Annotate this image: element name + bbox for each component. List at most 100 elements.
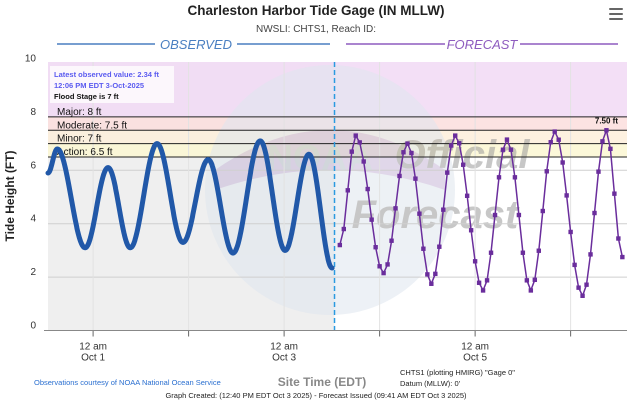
forecast-point: [532, 277, 538, 283]
forecast-point: [616, 236, 621, 241]
forecast-point: [468, 228, 474, 233]
threshold-label: Major: 8 ft: [57, 107, 102, 118]
max-forecast-label: 7.50 ft: [595, 116, 618, 125]
forecast-point: [512, 175, 518, 180]
forecast-point: [620, 254, 625, 260]
forecast-point: [528, 288, 534, 293]
forecast-point: [480, 288, 486, 293]
forecast-point: [508, 147, 514, 152]
forecast-point: [337, 242, 343, 248]
flood-stage-text: Flood Stage is 7 ft: [54, 92, 119, 101]
forecast-point: [429, 281, 434, 286]
y-tick-label: 6: [30, 160, 36, 171]
forecast-point: [445, 170, 450, 175]
x-tick-label: 12 am: [461, 342, 489, 353]
forecast-point: [464, 193, 470, 198]
x-tick-label: Oct 1: [81, 353, 105, 364]
hamburger-menu-icon[interactable]: [609, 8, 623, 20]
latest-observed-time: 12:06 PM EDT 3-Oct-2025: [54, 81, 144, 90]
observed-label: OBSERVED: [160, 37, 232, 52]
forecast-point: [353, 133, 358, 138]
forecast-point: [361, 159, 366, 164]
site-info-line2: Datum (MLLW): 0': [400, 379, 461, 388]
forecast-point: [457, 141, 462, 146]
forecast-point: [500, 147, 506, 152]
forecast-point: [472, 259, 478, 264]
forecast-point: [345, 188, 350, 193]
latest-observed-value: Latest observed value: 2.34 ft: [54, 70, 160, 79]
forecast-point: [460, 162, 466, 167]
noaa-seal-icon: [205, 65, 455, 315]
forecast-point: [409, 150, 414, 156]
forecast-point: [576, 285, 581, 290]
forecast-point: [588, 252, 593, 257]
forecast-point: [492, 212, 498, 218]
noaa-watermark: NOAA Official Forecast: [205, 65, 530, 315]
observed-section-header: OBSERVED: [57, 37, 330, 52]
forecast-point: [357, 140, 362, 145]
y-tick-label: 0: [30, 321, 36, 332]
forecast-point: [401, 150, 406, 155]
grid: [48, 62, 627, 331]
site-info-line1: CHTS1 (plotting HMIRG) "Gage 0": [400, 368, 515, 377]
forecast-point: [572, 262, 577, 268]
y-tick-label: 8: [30, 107, 36, 118]
forecast-point: [449, 143, 454, 148]
y-axis-label: Tide Height (FT): [3, 150, 17, 241]
forecast-point: [524, 278, 530, 283]
forecast-point: [405, 141, 410, 146]
forecast-point: [441, 207, 446, 212]
flood-thresholds: Major: 8 ft Moderate: 7.5 ft Minor: 7 ft Ac…: [48, 107, 627, 158]
x-tick-label: Oct 5: [463, 353, 487, 364]
x-axis-label: Site Time (EDT): [278, 375, 366, 389]
noaa-seal-bird-icon: [215, 130, 445, 190]
forecast-point: [544, 169, 549, 174]
forecast-point: [389, 238, 394, 243]
forecast-point: [580, 293, 585, 298]
forecast-point: [560, 160, 565, 165]
x-tick-label: 12 am: [79, 342, 107, 353]
forecast-point: [381, 270, 386, 276]
series: 7.50 ft: [45, 62, 625, 333]
forecast-point: [421, 246, 426, 251]
forecast-point: [488, 250, 494, 255]
forecast-point: [417, 211, 422, 216]
forecast-point: [568, 229, 573, 235]
forecast-point: [612, 191, 617, 196]
chart-subtitle: NWSLI: CHTS1, Reach ID:: [256, 24, 376, 35]
forecast-point: [584, 282, 589, 287]
forecast-point: [564, 193, 569, 198]
forecast-point: [516, 212, 522, 218]
forecast-point: [397, 173, 402, 179]
forecast-point: [425, 272, 430, 277]
forecast-point: [604, 128, 609, 133]
graph-created-text: Graph Created: (12:40 PM EDT Oct 3 2025)…: [165, 391, 467, 400]
forecast-point: [496, 175, 502, 180]
y-tick-label: 4: [30, 214, 36, 225]
chart-title: Charleston Harbor Tide Gage (IN MLLW): [187, 3, 444, 18]
y-tick-label: 10: [25, 54, 37, 65]
forecast-point: [373, 245, 378, 250]
forecast-point: [476, 280, 482, 285]
forecast-point: [484, 278, 490, 283]
forecast-point: [536, 248, 541, 253]
forecast-point: [504, 137, 510, 142]
threshold-label: Minor: 7 ft: [57, 134, 102, 145]
forecast-point: [520, 250, 526, 255]
forecast-point: [437, 244, 442, 249]
forecast-point: [552, 129, 557, 134]
observations-credit-link[interactable]: Observations courtesy of NOAA National O…: [34, 378, 221, 387]
forecast-point: [592, 210, 597, 216]
forecast-point: [540, 208, 545, 214]
observed-line: [45, 138, 335, 271]
forecast-point: [393, 206, 398, 211]
forecast-point: [596, 169, 601, 174]
latest-value-box: Latest observed value: 2.34 ft 12:06 PM …: [50, 66, 174, 103]
forecast-label: FORECAST: [447, 37, 519, 52]
forecast-point: [433, 271, 438, 277]
forecast-point: [377, 264, 382, 269]
y-tick-label: 2: [30, 267, 36, 278]
forecast-point: [369, 217, 374, 222]
